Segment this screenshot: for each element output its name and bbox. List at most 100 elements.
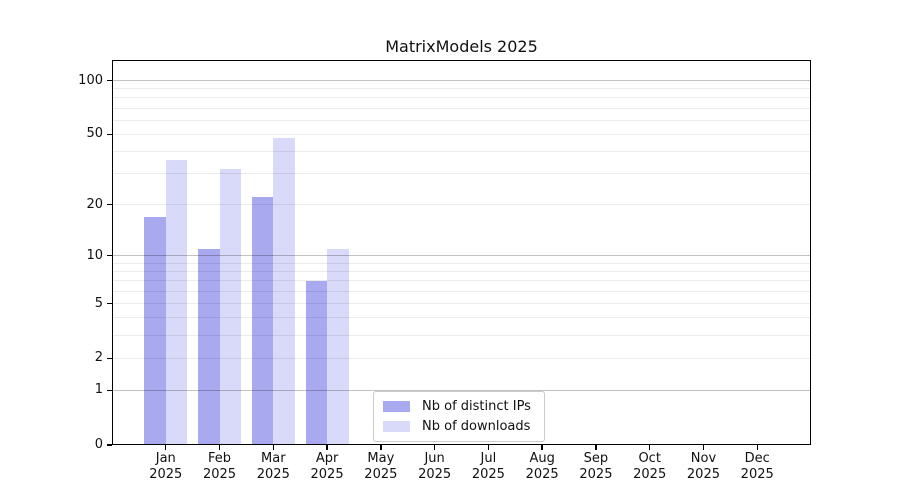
x-tick-label-month: Feb bbox=[208, 451, 232, 466]
y-axis-tick bbox=[107, 79, 112, 82]
x-axis-tick bbox=[326, 445, 328, 450]
y-axis-tick bbox=[107, 389, 112, 391]
gridline-major bbox=[112, 255, 811, 257]
x-tick-label: Oct 2025 bbox=[618, 451, 682, 482]
legend-label-downloads: Nb of downloads bbox=[422, 419, 531, 434]
x-tick-label: Dec 2025 bbox=[725, 451, 789, 482]
legend-item-distinct-ips: Nb of distinct IPs bbox=[383, 398, 535, 415]
legend-swatch-distinct-ips bbox=[383, 401, 410, 412]
gridline-minor bbox=[112, 88, 811, 90]
gridline-minor bbox=[112, 303, 811, 304]
x-tick-label-month: Jan bbox=[155, 451, 176, 466]
gridline-minor bbox=[112, 151, 811, 153]
x-tick-label-year: 2025 bbox=[418, 466, 452, 482]
y-tick-label: 1 bbox=[94, 382, 103, 398]
chart-title: MatrixModels 2025 bbox=[385, 37, 538, 56]
x-tick-label: May 2025 bbox=[349, 451, 413, 482]
x-tick-label-month: Sep bbox=[583, 451, 609, 466]
y-axis-tick bbox=[107, 254, 112, 257]
bar-downloads-feb bbox=[219, 168, 242, 445]
y-tick-label: 20 bbox=[86, 196, 103, 212]
x-tick-label: Apr 2025 bbox=[295, 451, 359, 482]
bar-downloads-jan bbox=[165, 159, 188, 445]
y-tick-label: 10 bbox=[86, 247, 103, 263]
x-tick-label: Jun 2025 bbox=[403, 451, 467, 482]
gridline-major bbox=[112, 80, 811, 82]
x-tick-label: Nov 2025 bbox=[671, 451, 735, 482]
x-tick-label-year: 2025 bbox=[364, 466, 398, 482]
x-axis-tick bbox=[272, 445, 274, 450]
x-tick-label-year: 2025 bbox=[149, 466, 183, 482]
x-tick-label-year: 2025 bbox=[471, 466, 505, 482]
x-axis-tick bbox=[433, 445, 436, 450]
x-tick-label-month: Dec bbox=[744, 451, 770, 466]
gridline-minor bbox=[112, 133, 811, 135]
gridline-minor bbox=[112, 357, 811, 359]
x-tick-label: Aug 2025 bbox=[510, 451, 574, 482]
x-axis-tick bbox=[165, 445, 167, 450]
gridline-minor bbox=[112, 335, 811, 337]
bar-distinct-ips-apr bbox=[305, 280, 328, 445]
x-axis-tick bbox=[541, 445, 543, 450]
x-tick-label: Feb 2025 bbox=[188, 451, 252, 482]
y-tick-label: 2 bbox=[94, 350, 103, 366]
gridline-minor bbox=[112, 290, 811, 292]
x-tick-label-year: 2025 bbox=[740, 466, 774, 482]
x-axis-tick bbox=[648, 445, 651, 450]
y-axis-tick bbox=[107, 302, 112, 305]
legend-item-downloads: Nb of downloads bbox=[383, 418, 535, 435]
y-axis-tick bbox=[107, 444, 112, 446]
legend-swatch-downloads bbox=[383, 421, 410, 432]
x-tick-label: Mar 2025 bbox=[241, 451, 305, 482]
gridline-major bbox=[112, 389, 811, 391]
y-tick-label: 0 bbox=[94, 437, 103, 452]
y-tick-label: 50 bbox=[86, 126, 103, 142]
gridline-minor bbox=[112, 280, 811, 282]
x-tick-label-year: 2025 bbox=[686, 466, 720, 482]
y-tick-label: 100 bbox=[78, 72, 103, 88]
gridline-minor bbox=[112, 119, 811, 121]
y-axis-tick bbox=[107, 357, 112, 359]
x-axis-tick bbox=[595, 445, 597, 450]
x-axis-tick bbox=[702, 445, 705, 450]
y-axis-tick bbox=[107, 133, 112, 136]
x-tick-label-year: 2025 bbox=[633, 466, 667, 482]
gridline-minor bbox=[112, 317, 811, 319]
gridline-minor bbox=[112, 97, 811, 99]
x-tick-label-month: Nov bbox=[690, 451, 717, 466]
x-tick-label-year: 2025 bbox=[202, 466, 237, 482]
x-tick-label-month: Jun bbox=[424, 451, 445, 466]
x-tick-label-month: Aug bbox=[529, 451, 555, 466]
bar-distinct-ips-jan bbox=[144, 216, 166, 445]
x-tick-label-year: 2025 bbox=[525, 466, 559, 482]
bar-distinct-ips-feb bbox=[198, 248, 220, 445]
x-tick-label-month: Mar bbox=[261, 451, 286, 466]
bar-distinct-ips-mar bbox=[251, 197, 274, 445]
x-axis-tick bbox=[487, 445, 490, 450]
bar-downloads-mar bbox=[273, 137, 295, 445]
gridline-minor bbox=[112, 204, 811, 206]
gridline-minor bbox=[112, 107, 811, 109]
x-tick-label-month: Jul bbox=[480, 451, 497, 466]
gridline-minor bbox=[112, 262, 811, 264]
bar-downloads-apr bbox=[327, 248, 349, 445]
y-tick-label: 5 bbox=[94, 295, 103, 311]
x-tick-label-year: 2025 bbox=[310, 466, 344, 482]
x-tick-label: Sep 2025 bbox=[564, 451, 628, 482]
x-tick-label-month: Apr bbox=[315, 451, 339, 466]
plot-area: Nb of distinct IPs Nb of downloads 0 1 2 5 1… bbox=[78, 60, 811, 482]
y-axis-tick bbox=[107, 203, 112, 206]
x-axis-tick bbox=[756, 445, 758, 450]
x-tick-label-year: 2025 bbox=[579, 466, 613, 482]
x-tick-label-month: Oct bbox=[638, 451, 661, 466]
gridline-minor bbox=[112, 270, 811, 272]
x-tick-label-month: May bbox=[367, 451, 395, 466]
x-axis-tick bbox=[380, 445, 382, 450]
x-axis-tick bbox=[218, 445, 221, 450]
x-tick-label: Jan 2025 bbox=[134, 451, 198, 482]
x-tick-label-year: 2025 bbox=[256, 466, 290, 482]
gridline-minor bbox=[112, 173, 811, 175]
x-tick-label: Jul 2025 bbox=[456, 451, 520, 482]
legend-label-distinct-ips: Nb of distinct IPs bbox=[422, 399, 531, 414]
